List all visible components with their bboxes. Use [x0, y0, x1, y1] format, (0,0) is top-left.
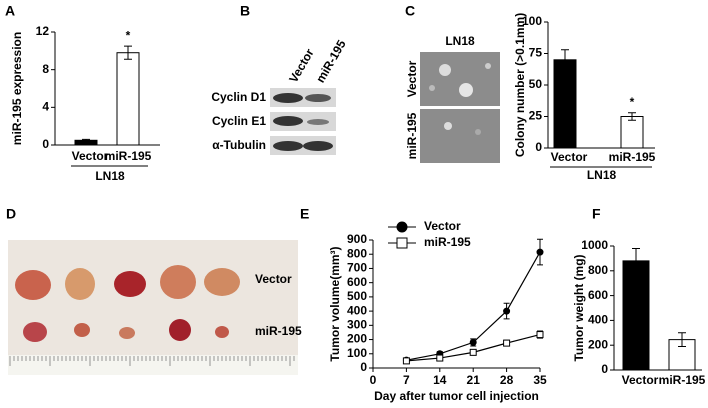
- point: [402, 357, 410, 365]
- x-tick-label: miR-195: [609, 150, 656, 164]
- legend-label: Vector: [424, 219, 461, 233]
- tumor-photo: [8, 240, 298, 375]
- photo-row: Vector: [255, 272, 292, 286]
- error-bar: [678, 332, 686, 347]
- x-tick-label: 0: [370, 373, 377, 387]
- panel-label: A: [5, 3, 15, 19]
- panel-label: F: [592, 206, 601, 222]
- y-tick-label: 0: [601, 362, 608, 376]
- panel-label: C: [405, 3, 415, 19]
- bar: [622, 260, 650, 371]
- bar: [553, 59, 577, 149]
- bar: [620, 116, 644, 149]
- x-tick-label: 28: [500, 373, 514, 387]
- blot-row: Cyclin D1: [211, 90, 266, 104]
- x-tick-label: 7: [403, 373, 410, 387]
- legend-marker: [396, 237, 408, 249]
- legend-label: miR-195: [424, 235, 471, 249]
- x-tick-label: 35: [533, 373, 547, 387]
- panel-label: B: [240, 3, 250, 19]
- y-axis-label: Tumor weight (mg): [572, 254, 586, 361]
- y-tick-label: 800: [347, 246, 367, 260]
- blot-column: miR-195: [313, 37, 349, 85]
- y-tick-label: 600: [588, 288, 608, 302]
- y-tick-label: 1000: [581, 238, 608, 252]
- x-tick-label: Vector: [622, 373, 659, 387]
- y-tick-label: 400: [347, 303, 367, 317]
- y-tick-label: 200: [588, 337, 608, 351]
- y-tick-label: 700: [347, 261, 367, 275]
- legend-marker: [396, 221, 408, 233]
- y-tick-label: 4: [42, 100, 49, 114]
- x-tick-label: miR-195: [105, 149, 152, 163]
- image-row: miR-195: [405, 112, 419, 159]
- colony-image: [420, 52, 500, 163]
- y-tick-label: 50: [529, 77, 543, 91]
- y-tick-label: 0: [360, 360, 367, 374]
- error-bar: [561, 49, 569, 71]
- y-tick-label: 600: [347, 275, 367, 289]
- x-tick-label: miR-195: [659, 373, 706, 387]
- y-tick-label: 8: [42, 62, 49, 76]
- blot: [270, 88, 336, 155]
- panel-label: D: [6, 206, 16, 222]
- annotation: *: [126, 28, 131, 42]
- y-tick-label: 900: [347, 232, 367, 246]
- y-tick-label: 100: [522, 14, 542, 28]
- blot-row: α-Tubulin: [212, 138, 266, 152]
- y-tick-label: 0: [535, 140, 542, 154]
- y-tick-label: 200: [347, 332, 367, 346]
- y-axis-label: Tumor volume(mm³): [328, 246, 342, 361]
- image-row: Vector: [405, 60, 419, 97]
- y-tick-label: 25: [529, 109, 543, 123]
- point: [536, 248, 544, 256]
- point: [503, 339, 511, 347]
- y-axis-label: miR-195 expression: [10, 32, 24, 145]
- y-tick-label: 12: [36, 24, 50, 38]
- blot-column: Vector: [286, 46, 317, 85]
- panel-label: E: [300, 206, 309, 222]
- error-bar: [82, 138, 90, 142]
- y-tick-label: 800: [588, 263, 608, 277]
- x-tick-label: Vector: [551, 150, 588, 164]
- point: [503, 307, 511, 315]
- error-bar: [632, 247, 640, 274]
- y-tick-label: 100: [347, 346, 367, 360]
- y-tick-label: 300: [347, 318, 367, 332]
- point: [469, 338, 477, 346]
- y-tick-label: 500: [347, 289, 367, 303]
- group-label: LN18: [587, 168, 617, 182]
- y-tick-label: 0: [42, 137, 49, 151]
- error-bar: [628, 112, 636, 121]
- photo-row: miR-195: [255, 324, 302, 338]
- y-tick-label: 75: [529, 46, 543, 60]
- point: [469, 348, 477, 356]
- x-tick-label: 14: [433, 373, 447, 387]
- annotation: *: [630, 95, 635, 109]
- error-bar: [124, 45, 132, 60]
- bar: [116, 52, 140, 146]
- point: [536, 331, 544, 339]
- y-tick-label: 400: [588, 313, 608, 327]
- y-axis-label: Colony number (>0.1mm): [513, 13, 527, 157]
- x-tick-label: Vector: [72, 149, 109, 163]
- group-label: LN18: [95, 169, 125, 183]
- point: [436, 354, 444, 362]
- blot-row: Cyclin E1: [212, 114, 266, 128]
- image-title: LN18: [445, 34, 475, 48]
- x-axis-label: Day after tumor cell injection: [374, 389, 539, 403]
- x-tick-label: 21: [467, 373, 481, 387]
